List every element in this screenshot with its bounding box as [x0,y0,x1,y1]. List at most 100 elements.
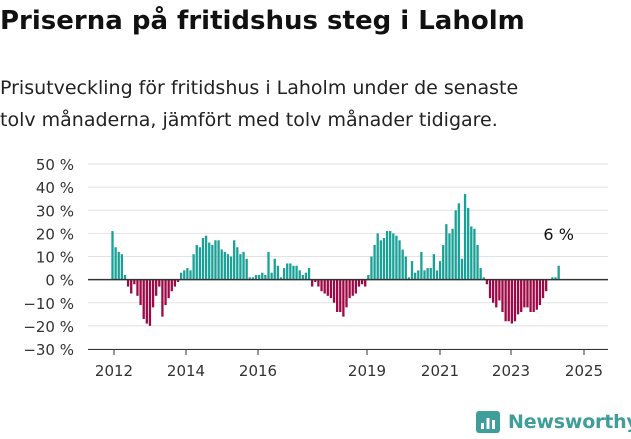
bar [504,279,507,322]
bar [407,277,411,280]
bar [173,279,177,287]
bar [261,272,264,280]
newsworthy-logo-icon [476,411,500,433]
bar [367,275,370,280]
bar [254,275,258,280]
bar [498,279,501,301]
bar [120,254,124,280]
bar [329,279,333,299]
bar [354,279,358,294]
bar [167,279,170,299]
bar [176,279,180,282]
bar [142,279,145,319]
bar [426,268,429,280]
bar [491,279,495,303]
bar [155,279,158,296]
bar [435,270,439,280]
bar [442,244,445,280]
bar [170,279,173,292]
subtitle-line-1: Prisutveckling för fritidshus i Laholm u… [0,77,519,99]
bar [267,251,270,280]
brand: Newsworthy [475,406,631,438]
bar [189,270,192,280]
bar [211,244,214,280]
bar [460,258,464,280]
bar [335,279,339,313]
bar [545,279,548,292]
bar [126,279,130,287]
x-tick-label: 2014 [167,362,205,380]
bar [323,279,326,294]
bar [223,251,226,280]
bar [158,279,161,287]
bar [448,233,451,280]
bar [398,240,401,280]
x-tick-label: 2025 [565,362,603,380]
bar [370,256,373,280]
bar [516,279,520,315]
subtitle-line-2: tolv månaderna, jämfört med tolv månader… [0,109,498,131]
y-tick-label: 30 % [36,202,74,220]
bar [476,244,479,280]
bar [151,279,155,308]
bar [379,240,382,280]
bar [314,279,317,282]
bar [257,275,261,280]
bar [373,244,376,280]
bar [286,263,289,280]
bar [551,277,554,280]
bar [438,261,442,280]
bar [364,279,367,287]
bar [192,254,195,280]
bar [348,279,351,299]
x-tick-label: 2019 [348,362,386,380]
bar [276,265,280,280]
bar [451,228,454,280]
y-tick-label: −20 % [23,318,74,336]
bar [529,279,532,313]
bar [111,231,114,280]
bar [513,279,517,322]
bar [186,268,189,280]
bar [214,240,217,280]
bar [251,277,255,280]
bar [389,231,392,280]
bar [429,268,432,280]
y-tick-label: −10 % [23,295,74,313]
bar [242,251,245,280]
bar [239,254,242,280]
bar [488,279,492,299]
bar [204,235,208,280]
bar [523,279,526,308]
bar [161,279,164,317]
bar [395,235,398,280]
bar [482,277,485,280]
bar [360,279,364,285]
bar [541,279,545,299]
bar [532,279,535,313]
bar [410,261,414,280]
bar [401,249,404,280]
bar [432,254,436,280]
bars [111,194,560,326]
bar [417,270,420,280]
bar [304,272,308,280]
bar [264,275,267,280]
bar [332,279,336,303]
bar [538,279,542,306]
bar [208,242,211,280]
bar [282,268,286,280]
bar [342,279,345,317]
x-tick-label: 2023 [492,362,530,380]
bar [485,279,489,285]
bar [273,258,276,280]
bar [557,265,560,280]
bar [292,265,295,280]
bar [376,233,379,280]
bar [457,203,460,280]
bar [164,279,167,306]
bar [233,240,236,280]
bar [117,251,120,280]
bar [463,194,467,280]
bar [133,279,136,285]
